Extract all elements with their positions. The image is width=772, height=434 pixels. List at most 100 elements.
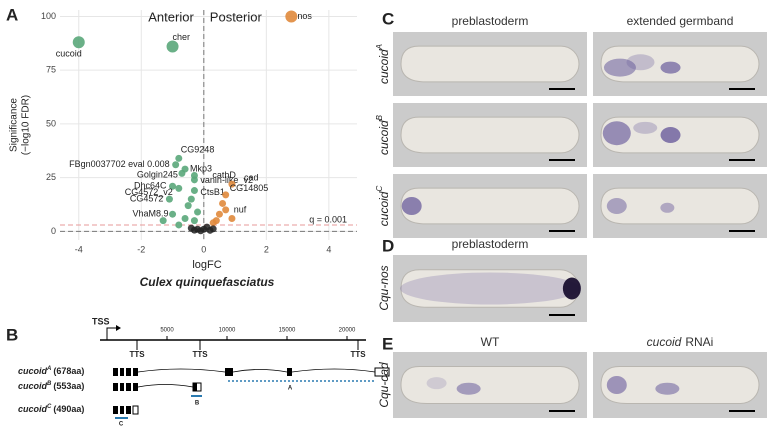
stain [660,61,681,74]
data-point [187,195,195,203]
x-tick-label: 4 [326,244,331,254]
row-isoform: C [375,186,384,192]
point-label: cad [244,172,259,182]
stain [603,58,636,77]
x-axis-label: logFC [192,259,221,271]
column-header: preblastoderm [452,237,529,251]
probe-label: A [288,386,293,392]
series-label: Posterior [210,9,263,24]
isoform-c-model [113,405,139,419]
y-tick-label: 75 [46,65,56,75]
row-label: cucoidB [375,114,391,155]
genomic-tick-label: 10000 [219,328,236,334]
embryo-body [400,116,580,154]
tss-arrowhead [116,325,121,331]
data-point [190,187,198,195]
stain [606,376,627,394]
row-isoform: B [375,114,384,120]
panel-label: B [6,325,18,344]
threshold-label: q = 0.001 [309,214,347,224]
data-point [209,219,217,227]
isoform-name: cucoid [18,366,48,376]
stain [633,121,658,134]
data-point [222,206,230,214]
genomic-tick-label: 15000 [279,328,296,334]
isoform-length: (553aa) [53,381,84,391]
isoform-name: cucoid [18,404,48,414]
isoform-name: cucoid [18,381,48,391]
point-label: cher [173,32,191,42]
data-point [178,169,186,177]
y-axis-label: (−log10 FDR) [21,95,32,155]
point-label: nuf [234,204,247,214]
y-axis-label: Significance [9,98,20,152]
header-gene: cucoid [647,335,682,349]
row-gene: cucoid [377,120,391,155]
point-label: nos [297,11,312,21]
point-label: vanin-like_v2 [200,175,253,185]
data-point [228,215,236,223]
isoform-sup: B [47,381,52,387]
embryo-image [593,174,767,238]
data-point [166,40,179,53]
row-label: Cqu-nos [377,265,391,310]
isoform-sup: C [47,404,52,410]
data-point [172,161,180,169]
data-point [181,215,189,223]
data-point [222,191,230,199]
stain [401,197,422,215]
panel-label: C [382,9,394,28]
isoform-b-model [113,382,202,397]
embryo-image [393,352,587,418]
column-header: extended germband [627,14,734,28]
data-point [190,226,198,234]
data-point [219,199,227,207]
point-label: Mkp3 [190,163,212,173]
isoform-label: cucoidB (553aa) [18,381,84,392]
data-point [197,227,205,235]
row-gene: cucoid [377,49,391,84]
genomic-tick-label: 20000 [339,328,356,334]
tss-arrow [106,327,118,340]
tss-label: TSS [92,316,110,326]
data-point [159,217,167,225]
point-label: CG9248 [181,145,215,155]
y-tick-label: 0 [51,226,56,236]
probe-label: C [119,422,124,428]
embryo-body [600,366,760,404]
isoform-a-model [113,367,390,382]
panel-label: A [6,5,18,24]
chart-title: Culex quinquefasciatus [140,275,275,289]
point-label: FBgn0037702 eval 0.008 [69,159,170,169]
data-point [209,225,217,233]
data-point [285,10,298,23]
column-header: preblastoderm [452,14,529,28]
point-label: CG4572 [130,194,164,204]
embryo-image [593,32,767,96]
embryo-body [600,45,760,83]
data-point [175,154,183,162]
stain [426,377,447,390]
embryo-image [393,103,587,167]
embryo-image [393,32,587,96]
data-point [184,202,192,210]
point-label: cathD [212,170,236,180]
y-tick-label: 100 [41,11,56,21]
stain [400,272,580,305]
data-point [165,195,173,203]
probe-label: B [195,401,200,407]
isoform-sup: A [46,366,51,372]
tts-label: TTS [192,350,208,359]
x-tick-label: -4 [75,244,83,254]
stain [602,121,631,146]
point-label: Dhc64C [134,181,167,191]
data-point [215,210,223,218]
tts-label: TTS [129,350,145,359]
row-label: cucoidC [375,186,391,227]
embryo-body [400,187,580,225]
x-tick-label: 2 [264,244,269,254]
row-isoform: A [375,44,384,50]
row-gene: cucoid [377,191,391,226]
point-label: VhaM8.9 [133,209,169,219]
